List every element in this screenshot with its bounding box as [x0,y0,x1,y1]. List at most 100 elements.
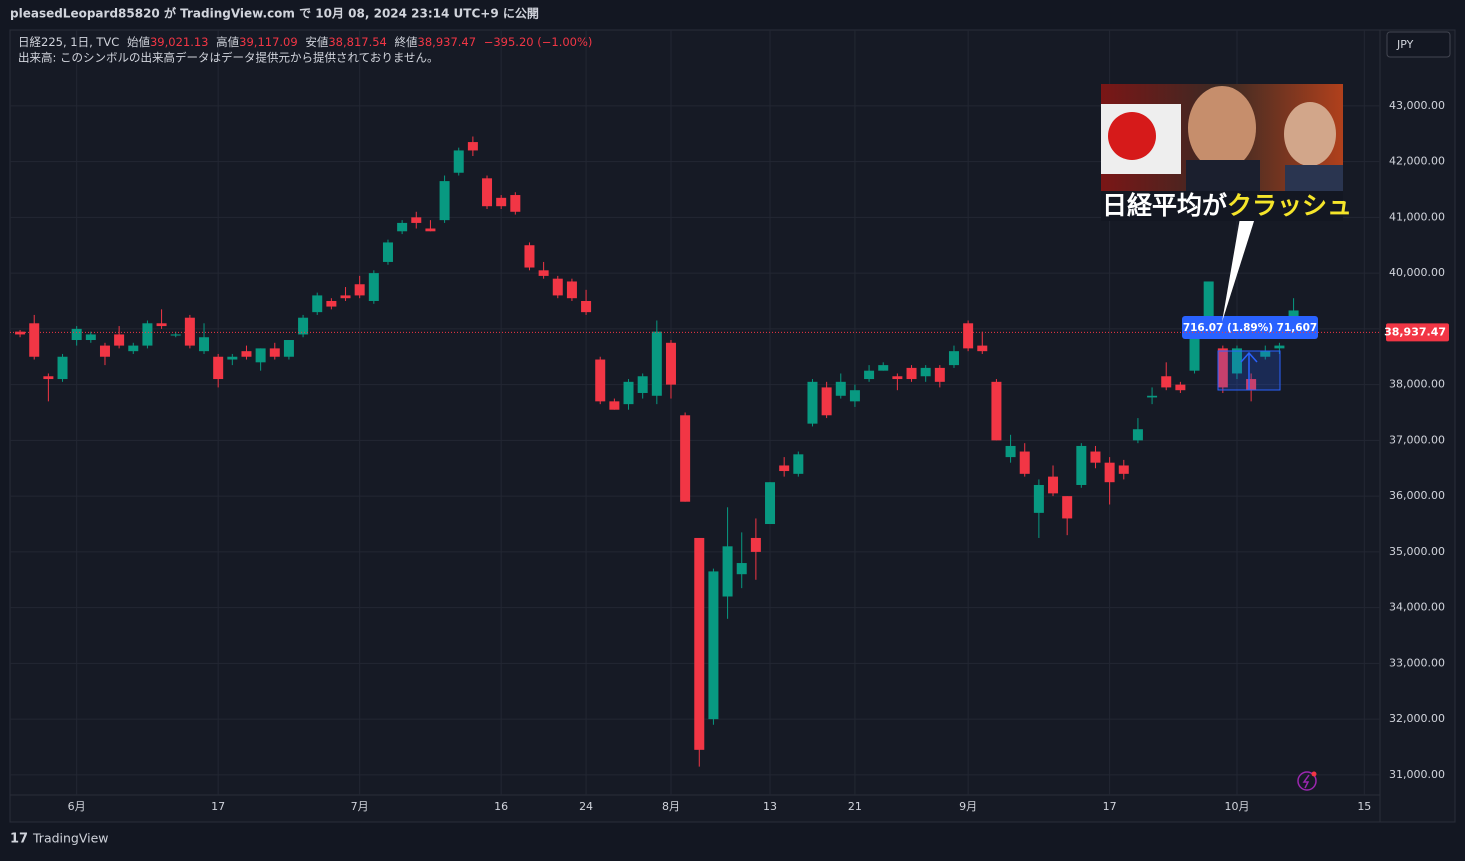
alert-icon[interactable] [1297,771,1317,791]
candle-body [793,454,804,474]
x-tick-label: 24 [579,800,593,813]
value: 38,817.54 [328,35,387,49]
candle-body [29,323,40,357]
candle-body [1203,281,1214,332]
face [1188,86,1256,170]
y-tick-label: 35,000.00 [1389,545,1445,558]
candle-body [241,351,252,357]
candle-body [1231,348,1242,374]
x-tick-label: 6月 [68,800,86,813]
candle-body [1147,395,1158,398]
measure-label: 716.07 (1.89%) 71,607 [1183,322,1317,334]
candle-body [397,222,408,232]
y-tick-label: 32,000.00 [1389,712,1445,725]
candle-body [71,328,82,341]
measure-label-box [1182,316,1318,339]
candle-body [977,345,988,352]
candle-body [779,465,790,472]
candle-body [920,367,931,377]
change: −395.20 (−1.00%) [484,35,593,49]
candle-body [991,381,1002,441]
candle-body [963,323,974,349]
candle-body [651,331,662,396]
value: 38,937.47 [418,35,477,49]
candle-body [849,390,860,402]
x-tick-label: 8月 [662,800,680,813]
candle-body [595,359,606,402]
volume-note: 出来高: このシンボルの出来高データはデータ提供元から提供されておりません。 [18,51,439,65]
candle-body [1175,384,1186,391]
x-tick-label: 10月 [1224,800,1249,813]
candle-body [807,381,818,424]
candle-body [750,537,761,552]
candle-body [906,367,917,380]
candle-body [156,323,167,327]
candle-body [213,356,224,380]
candle-body [637,376,648,393]
candle-body [708,571,719,720]
symbol: 日経225, 1日, TVC [18,35,119,49]
candle-body [382,242,393,262]
candle-body [1104,462,1115,483]
candle-body [99,345,110,357]
suit [1285,165,1343,191]
candle-body [15,331,26,335]
candle-body [1005,445,1016,458]
candle-body [566,281,577,299]
candle-body [948,351,959,366]
last-price-box [1386,323,1449,342]
candle-body [85,334,96,341]
currency-button[interactable] [1386,31,1451,58]
candle-body [453,150,464,173]
candle-body [326,300,337,307]
candle-body [425,228,436,232]
y-tick-label: 34,000.00 [1389,601,1445,614]
x-tick-label: 7月 [351,800,369,813]
candle-body [439,181,450,221]
candles [15,136,1313,767]
candle-body [1161,376,1172,388]
y-tick-label: 42,000.00 [1389,155,1445,168]
alert-bolt [1302,774,1310,789]
candle-body [609,401,620,410]
candle-body [114,334,125,346]
candle-body [411,217,422,223]
candle-body [680,415,691,502]
candle-body [227,356,238,360]
candle-body [1260,351,1271,357]
measure-arrow-head [1240,351,1258,363]
label: 終値 [395,35,418,49]
candle-body [283,340,294,357]
candle-body [722,546,733,597]
value: 39,021.13 [150,35,209,49]
candle-body [43,376,54,380]
candle-body [1274,345,1285,349]
x-tick-label: 13 [763,800,777,813]
callout-pointer [1222,218,1255,322]
candle-body [467,142,478,151]
x-tick-label: 9月 [959,800,977,813]
y-tick-label: 37,000.00 [1389,433,1445,446]
label: 始値 [127,35,150,49]
candle-body [552,278,563,296]
candle-body [864,370,875,380]
candle-body [482,178,493,207]
caption-yellow: クラッシュ [1227,191,1352,220]
suit [1186,160,1260,191]
candle-body [1090,451,1101,463]
caption-bg [1101,191,1343,221]
flag-sun [1108,112,1156,160]
candle-body [1076,445,1087,485]
candle-body [934,367,945,382]
currency[interactable]: JPY [1396,38,1414,51]
x-tick-label: 17 [1103,800,1117,813]
candle-body [184,317,195,346]
candle-body [1132,429,1143,441]
candle-body [835,381,846,396]
candle-body [1048,476,1059,494]
y-tick-label: 41,000.00 [1389,210,1445,223]
candle-body [1033,484,1044,513]
candle-body [1062,496,1073,519]
candle-body [354,284,365,296]
